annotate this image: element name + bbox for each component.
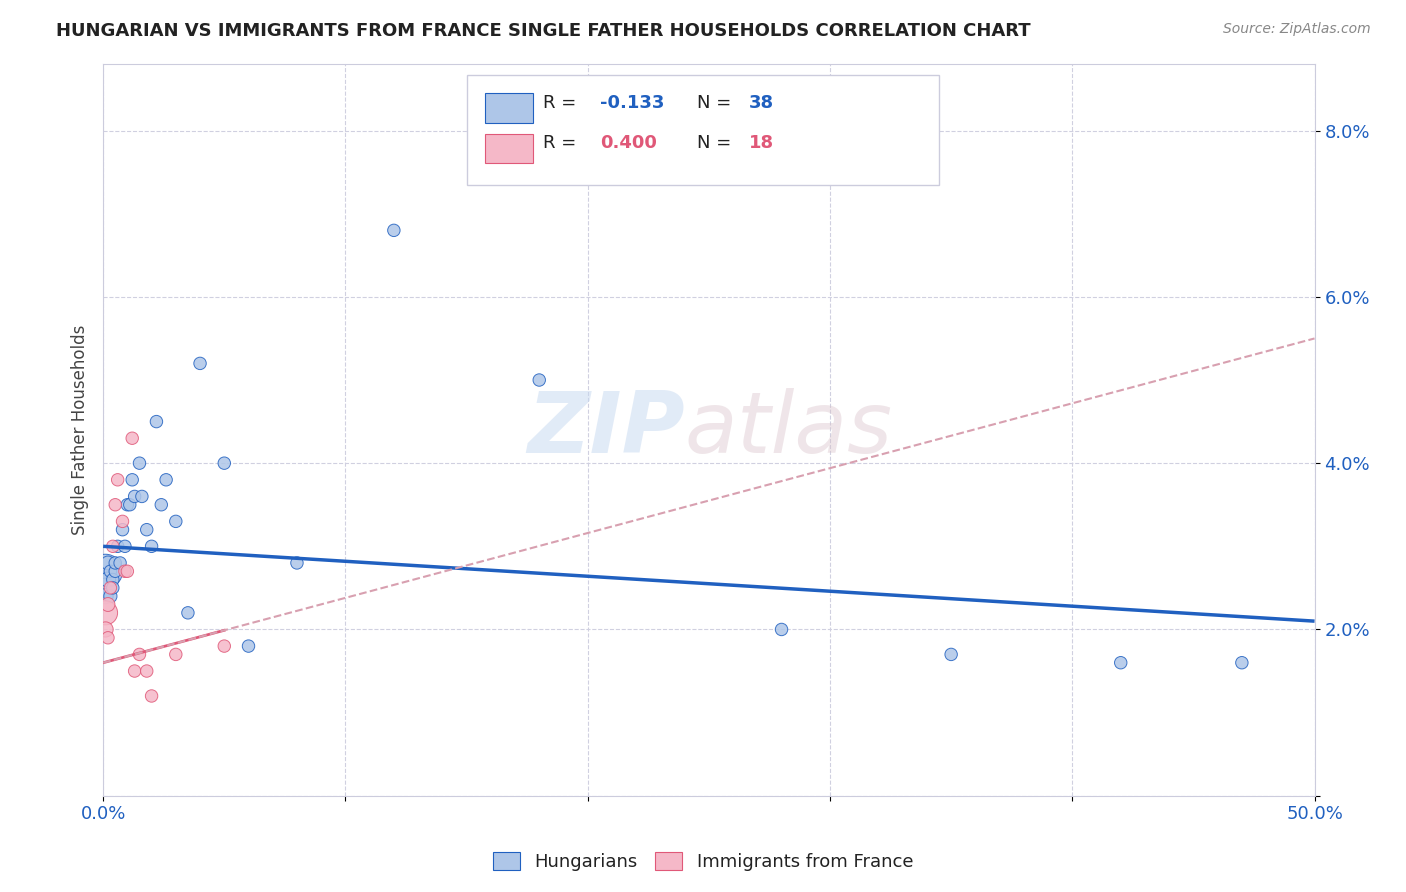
Point (117, 564, 139, 578)
Point (100, 581, 122, 595)
Point (101, 573, 124, 587)
Point (104, 564, 127, 578)
Point (121, 473, 143, 487)
Point (121, 431, 143, 445)
Y-axis label: Single Father Households: Single Father Households (72, 325, 89, 535)
Point (939, 648, 962, 662)
Point (114, 564, 136, 578)
Text: N =: N = (697, 94, 737, 112)
Text: N =: N = (697, 134, 737, 152)
Point (111, 523, 134, 537)
Point (101, 581, 124, 595)
Text: -0.133: -0.133 (600, 94, 664, 112)
Point (117, 498, 139, 512)
Point (188, 356, 211, 370)
Text: ZIP: ZIP (527, 388, 685, 471)
Point (150, 498, 173, 512)
Point (124, 490, 146, 504)
Point (94, 581, 117, 595)
Point (100, 589, 122, 603)
Point (128, 456, 150, 470)
Point (107, 539, 129, 553)
Point (97, 573, 120, 587)
Point (135, 664, 157, 678)
Bar (485, 134, 533, 163)
Text: Source: ZipAtlas.com: Source: ZipAtlas.com (1223, 22, 1371, 37)
Point (155, 473, 177, 487)
Point (94, 589, 117, 603)
Point (101, 539, 124, 553)
Point (100, 564, 122, 578)
Point (165, 514, 187, 528)
Point (97, 598, 120, 612)
Point (107, 473, 129, 487)
Point (131, 490, 153, 504)
Point (382, 223, 405, 237)
Point (135, 523, 157, 537)
Point (1109, 656, 1132, 670)
Point (128, 648, 150, 662)
Point (214, 639, 236, 653)
Point (104, 498, 127, 512)
Point (770, 623, 793, 637)
Point (177, 606, 200, 620)
Text: 0.400: 0.400 (600, 134, 657, 152)
Point (285, 556, 308, 570)
Point (145, 415, 167, 429)
Point (114, 539, 136, 553)
Point (214, 456, 236, 470)
Point (94, 623, 117, 637)
FancyBboxPatch shape (467, 75, 939, 185)
Text: 18: 18 (749, 134, 773, 152)
Point (141, 689, 163, 703)
Legend: Hungarians, Immigrants from France: Hungarians, Immigrants from France (485, 845, 921, 879)
Point (94, 606, 117, 620)
Point (97, 556, 120, 570)
Point (124, 664, 146, 678)
Point (238, 639, 260, 653)
Point (1230, 656, 1253, 670)
Point (529, 373, 551, 387)
Text: 38: 38 (749, 94, 773, 112)
Point (165, 648, 187, 662)
Point (141, 539, 163, 553)
Text: R =: R = (543, 134, 582, 152)
Bar (485, 94, 533, 122)
Point (97, 631, 120, 645)
Point (108, 556, 131, 570)
Point (94, 564, 117, 578)
Point (104, 556, 127, 570)
Text: atlas: atlas (685, 388, 893, 471)
Text: HUNGARIAN VS IMMIGRANTS FROM FRANCE SINGLE FATHER HOUSEHOLDS CORRELATION CHART: HUNGARIAN VS IMMIGRANTS FROM FRANCE SING… (56, 22, 1031, 40)
Text: R =: R = (543, 94, 582, 112)
Point (118, 498, 141, 512)
Point (111, 514, 134, 528)
